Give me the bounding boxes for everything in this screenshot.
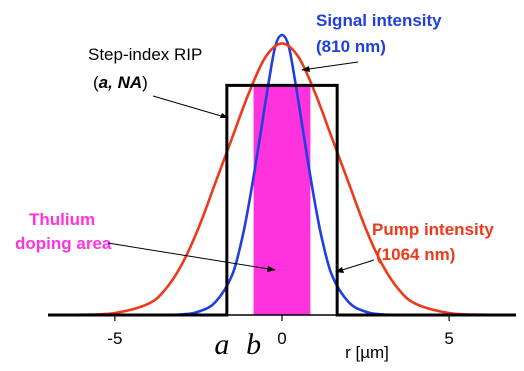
x-tick-label-2: 5 (444, 329, 453, 348)
x-axis-label: r [µm] (345, 343, 389, 362)
rip-label-line2: (a, NA) (93, 73, 148, 92)
axis-marker-b: b (246, 328, 261, 361)
x-tick-label-1: 0 (277, 329, 286, 348)
signal-arrow (302, 62, 358, 70)
doping-label-line1: Thulium (29, 210, 95, 229)
rip-arrow (153, 96, 228, 118)
x-tick-label-0: -5 (107, 329, 122, 348)
rip-label-line1: Step-index RIP (88, 45, 202, 64)
rip-label-close: ) (142, 73, 148, 92)
signal-label-line2: (810 nm) (316, 37, 386, 56)
axis-marker-a: a (214, 328, 229, 361)
signal-label-line1: Signal intensity (316, 11, 442, 30)
pump-label-line1: Pump intensity (372, 220, 494, 239)
rip-label-params: a, NA (99, 73, 142, 92)
pump-label-line2: (1064 nm) (376, 245, 455, 264)
doping-label-line2: doping area (15, 234, 112, 253)
